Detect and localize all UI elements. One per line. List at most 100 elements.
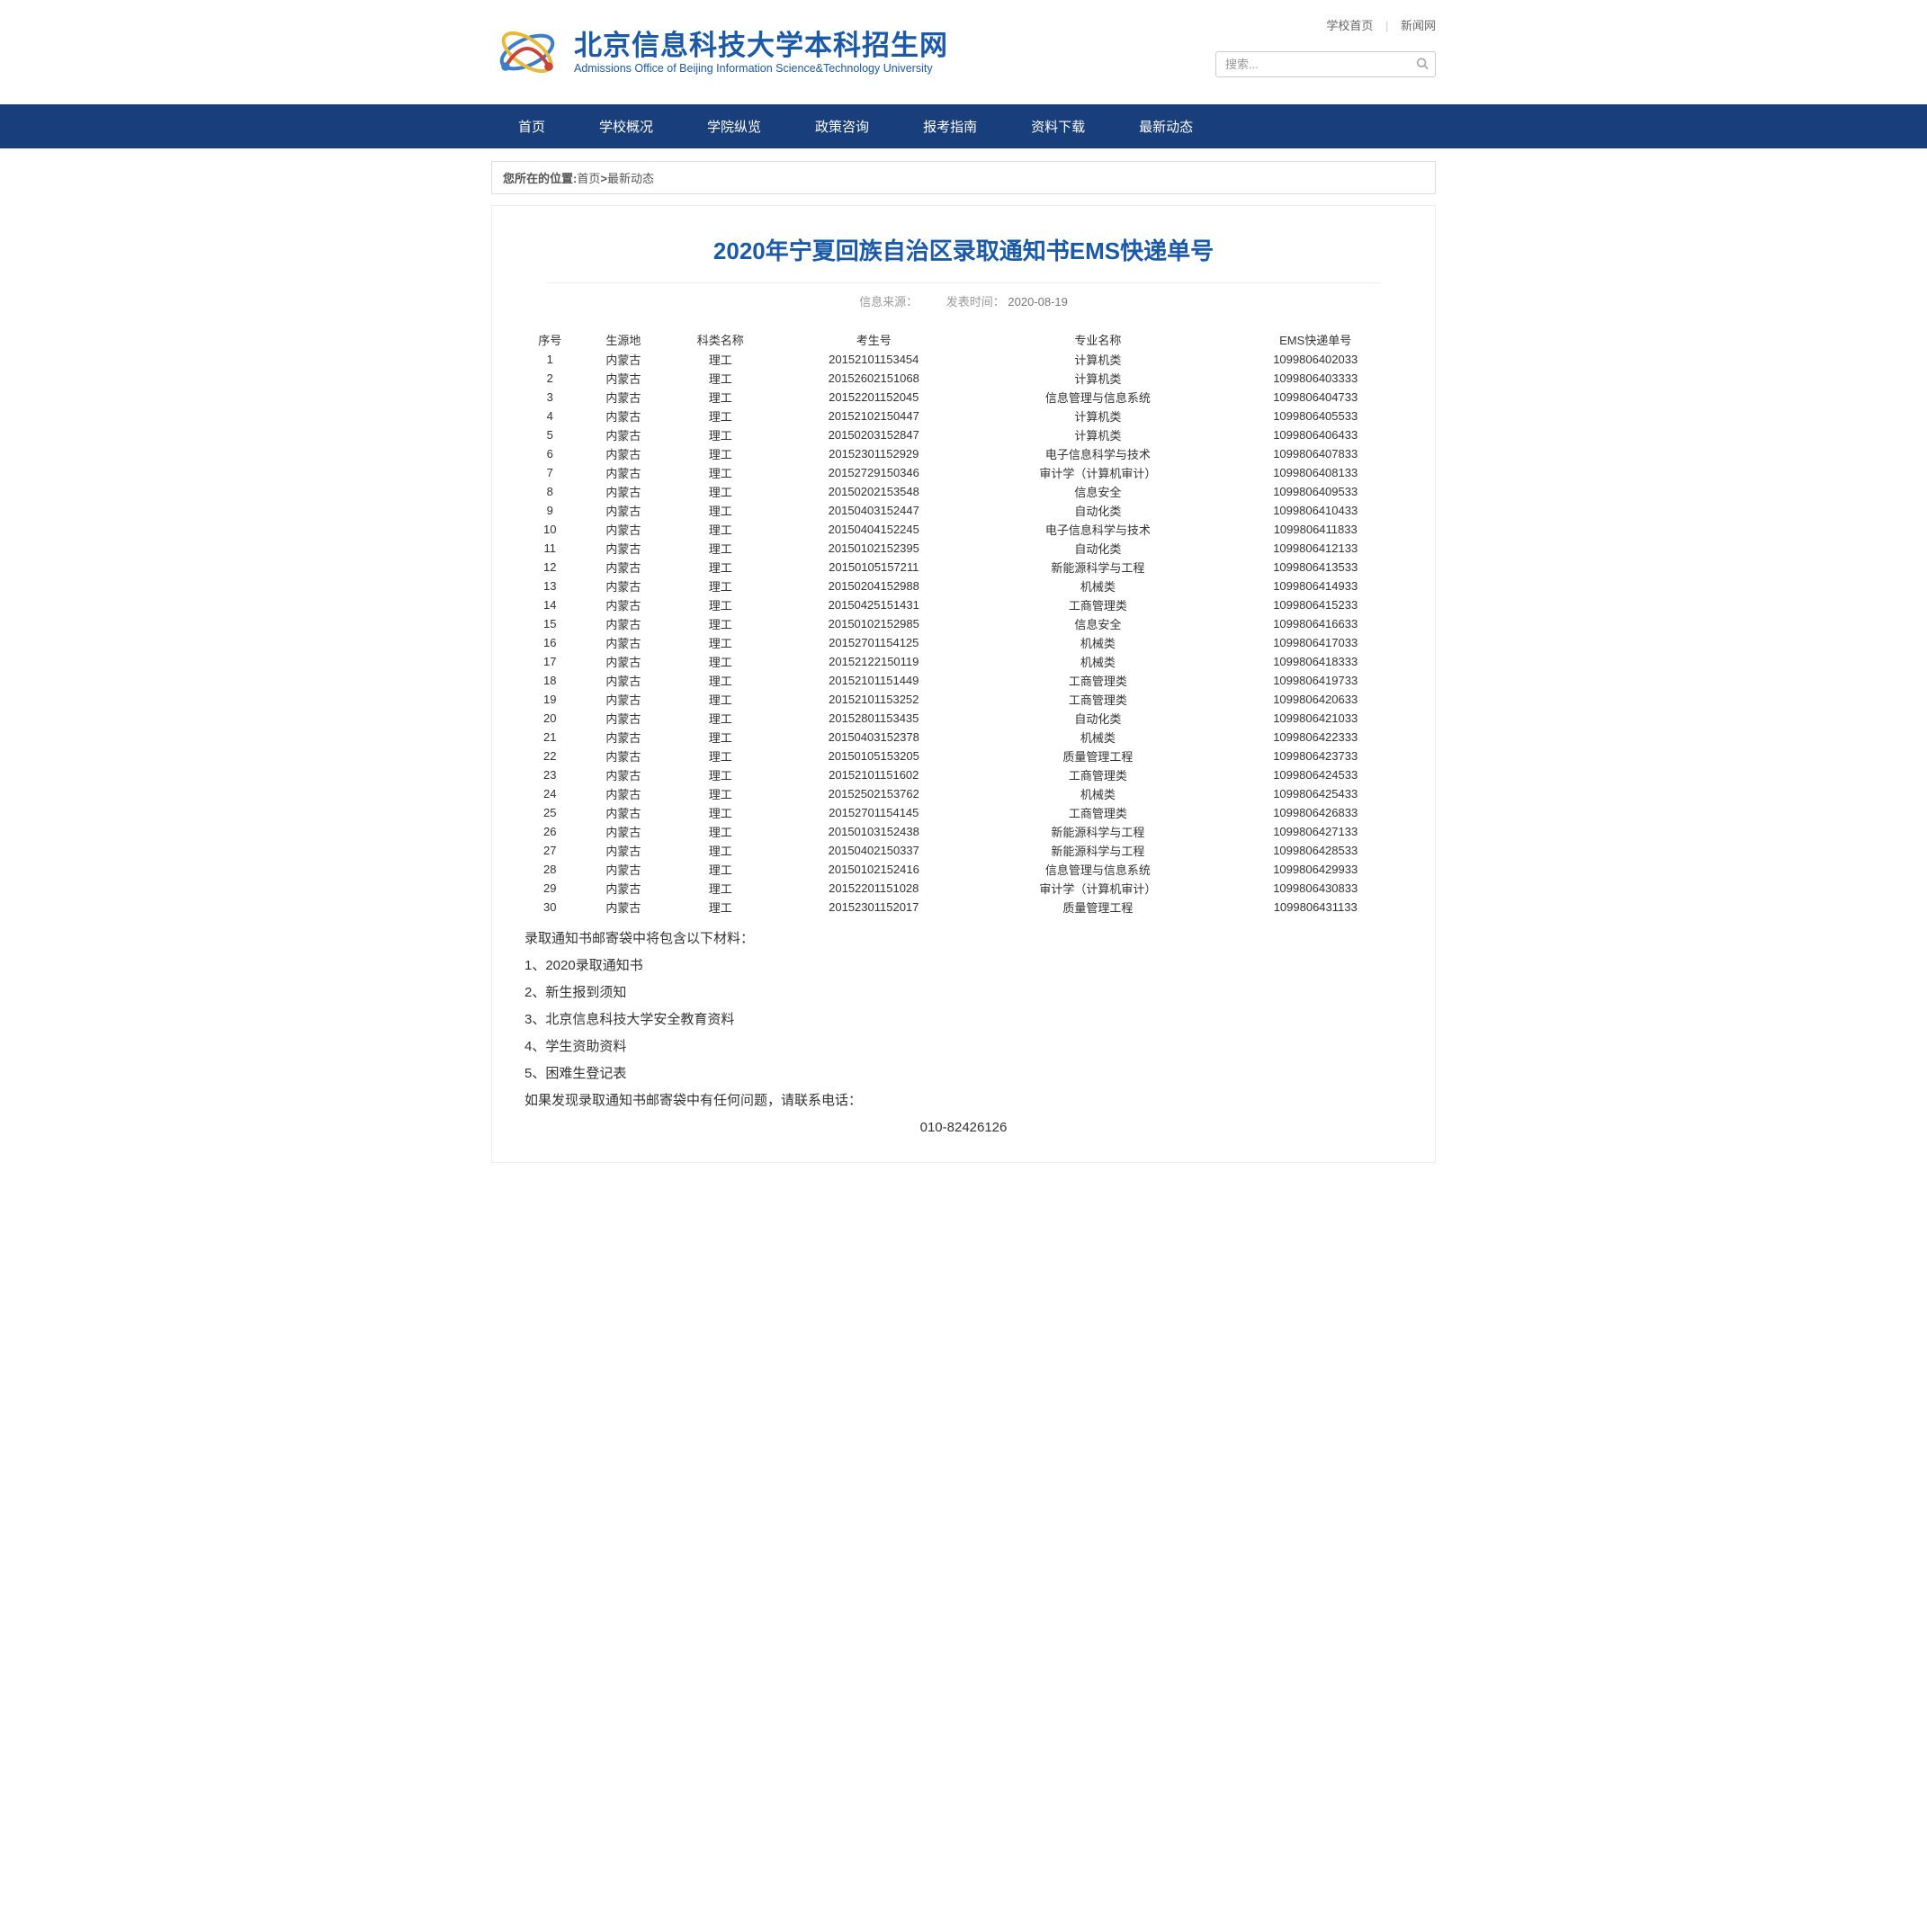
table-cell: 12	[519, 558, 581, 577]
table-cell: 20150203152847	[775, 425, 972, 444]
table-cell: 信息管理与信息系统	[972, 860, 1223, 879]
table-cell: 审计学（计算机审计）	[972, 879, 1223, 898]
nav-item-0[interactable]: 首页	[491, 104, 572, 148]
table-cell: 1099806404733	[1223, 388, 1408, 407]
table-cell: 内蒙古	[581, 879, 667, 898]
notice-item-4: 5、困难生登记表	[524, 1060, 1408, 1087]
table-cell: 20152502153762	[775, 784, 972, 803]
table-row: 11内蒙古理工20150102152395自动化类1099806412133	[519, 539, 1408, 558]
table-cell: 理工	[666, 539, 775, 558]
university-logo-icon	[491, 16, 563, 88]
table-cell: 理工	[666, 803, 775, 822]
table-cell: 20150402150337	[775, 841, 972, 860]
table-cell: 内蒙古	[581, 671, 667, 690]
search-icon[interactable]	[1416, 57, 1429, 72]
top-link-news[interactable]: 新闻网	[1401, 19, 1436, 32]
table-cell: 理工	[666, 558, 775, 577]
nav-item-6[interactable]: 最新动态	[1112, 104, 1220, 148]
nav-item-4[interactable]: 报考指南	[896, 104, 1004, 148]
table-cell: 新能源科学与工程	[972, 558, 1223, 577]
table-cell: 工商管理类	[972, 765, 1223, 784]
table-cell: 质量管理工程	[972, 898, 1223, 917]
table-cell: 计算机类	[972, 425, 1223, 444]
table-cell: 内蒙古	[581, 803, 667, 822]
table-cell: 内蒙古	[581, 841, 667, 860]
table-cell: 17	[519, 652, 581, 671]
nav-item-3[interactable]: 政策咨询	[788, 104, 896, 148]
table-cell: 1099806421033	[1223, 709, 1408, 728]
table-cell: 1099806429933	[1223, 860, 1408, 879]
table-cell: 理工	[666, 425, 775, 444]
table-cell: 19	[519, 690, 581, 709]
table-cell: 20	[519, 709, 581, 728]
table-cell: 20150103152438	[775, 822, 972, 841]
table-cell: 1099806427133	[1223, 822, 1408, 841]
table-cell: 内蒙古	[581, 558, 667, 577]
table-cell: 理工	[666, 463, 775, 482]
logo-block: 北京信息科技大学本科招生网 Admissions Office of Beiji…	[491, 16, 948, 88]
table-cell: 20152101153252	[775, 690, 972, 709]
table-cell: 1099806417033	[1223, 633, 1408, 652]
table-cell: 理工	[666, 671, 775, 690]
notice-block: 录取通知书邮寄袋中将包含以下材料： 1、2020录取通知书2、新生报到须知3、北…	[519, 926, 1408, 1114]
table-cell: 理工	[666, 520, 775, 539]
col-header-3: 考生号	[775, 329, 972, 350]
table-cell: 20152301152017	[775, 898, 972, 917]
table-cell: 内蒙古	[581, 614, 667, 633]
table-cell: 20150404152245	[775, 520, 972, 539]
table-cell: 1099806414933	[1223, 577, 1408, 595]
table-cell: 内蒙古	[581, 709, 667, 728]
table-cell: 20150403152447	[775, 501, 972, 520]
table-cell: 理工	[666, 350, 775, 369]
breadcrumb-home[interactable]: 首页	[577, 172, 600, 185]
table-cell: 机械类	[972, 577, 1223, 595]
table-row: 26内蒙古理工20150103152438新能源科学与工程10998064271…	[519, 822, 1408, 841]
link-divider: |	[1385, 19, 1388, 32]
table-cell: 内蒙古	[581, 539, 667, 558]
table-cell: 20152301152929	[775, 444, 972, 463]
table-cell: 3	[519, 388, 581, 407]
table-cell: 1099806411833	[1223, 520, 1408, 539]
table-cell: 20152101153454	[775, 350, 972, 369]
table-cell: 1099806416633	[1223, 614, 1408, 633]
time-value: 2020-08-19	[1008, 295, 1068, 309]
breadcrumb-current[interactable]: 最新动态	[607, 172, 654, 185]
table-cell: 28	[519, 860, 581, 879]
table-cell: 20152701154145	[775, 803, 972, 822]
table-cell: 1099806405533	[1223, 407, 1408, 425]
top-link-home[interactable]: 学校首页	[1326, 19, 1373, 32]
table-cell: 20152201152045	[775, 388, 972, 407]
table-cell: 理工	[666, 577, 775, 595]
table-cell: 内蒙古	[581, 388, 667, 407]
col-header-2: 科类名称	[666, 329, 775, 350]
table-cell: 内蒙古	[581, 898, 667, 917]
table-row: 15内蒙古理工20150102152985信息安全1099806416633	[519, 614, 1408, 633]
table-row: 5内蒙古理工20150203152847计算机类1099806406433	[519, 425, 1408, 444]
table-row: 10内蒙古理工20150404152245电子信息科学与技术1099806411…	[519, 520, 1408, 539]
table-cell: 23	[519, 765, 581, 784]
table-cell: 20152729150346	[775, 463, 972, 482]
table-cell: 26	[519, 822, 581, 841]
table-cell: 1	[519, 350, 581, 369]
table-cell: 29	[519, 879, 581, 898]
table-cell: 理工	[666, 765, 775, 784]
table-cell: 新能源科学与工程	[972, 822, 1223, 841]
table-cell: 内蒙古	[581, 633, 667, 652]
table-row: 19内蒙古理工20152101153252工商管理类1099806420633	[519, 690, 1408, 709]
breadcrumb: 您所在的位置:首页>最新动态	[491, 161, 1436, 194]
table-cell: 理工	[666, 709, 775, 728]
table-cell: 20150102152985	[775, 614, 972, 633]
table-cell: 20152201151028	[775, 879, 972, 898]
nav-item-1[interactable]: 学校概况	[572, 104, 680, 148]
nav-item-2[interactable]: 学院纵览	[680, 104, 788, 148]
table-row: 3内蒙古理工20152201152045信息管理与信息系统10998064047…	[519, 388, 1408, 407]
nav-item-5[interactable]: 资料下载	[1004, 104, 1112, 148]
table-cell: 理工	[666, 690, 775, 709]
table-row: 29内蒙古理工20152201151028审计学（计算机审计）109980643…	[519, 879, 1408, 898]
table-cell: 1099806426833	[1223, 803, 1408, 822]
table-cell: 14	[519, 595, 581, 614]
table-cell: 理工	[666, 407, 775, 425]
search-box	[1215, 51, 1436, 77]
search-input[interactable]	[1215, 51, 1436, 77]
site-title-cn: 北京信息科技大学本科招生网	[574, 29, 948, 62]
